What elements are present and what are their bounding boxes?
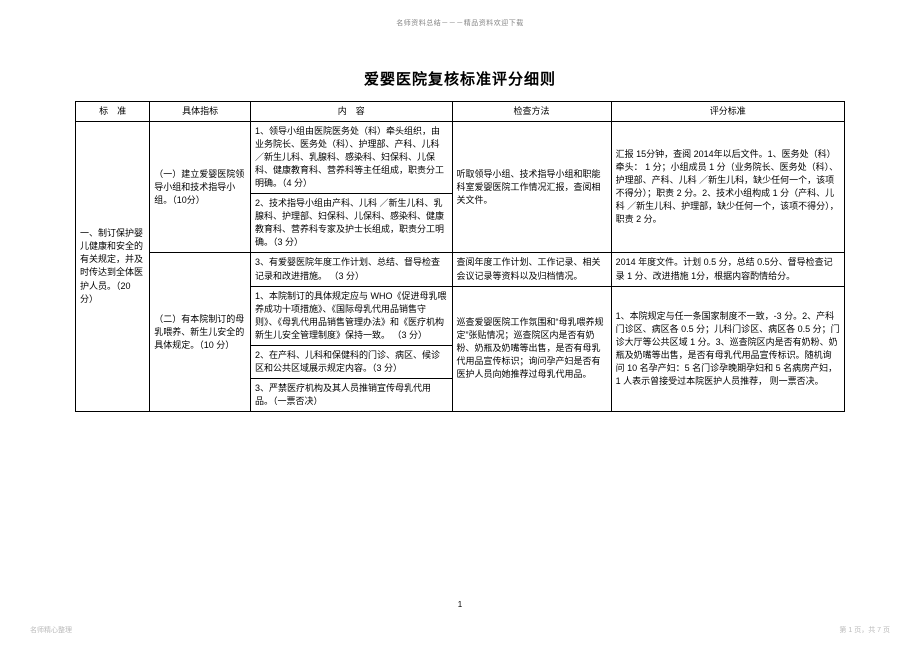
th-indicator: 具体指标 xyxy=(150,102,251,122)
cell-check-1c: 查阅年度工作计划、工作记录、相关会议记录等资料以及归档情况。 xyxy=(452,253,611,286)
page-number: 1 xyxy=(0,600,920,609)
cell-content-2b: 2、在产科、儿科和保健科的门诊、病区、候诊区和公共区域展示规定内容。（3 分） xyxy=(250,345,452,378)
cell-standard: 一、制订保护婴儿健康和安全的有关规定，并及时传达到全体医护人员。（20 分） xyxy=(76,122,150,412)
cell-check-2: 巡查爱婴医院工作氛围和“母乳喂养规定”张贴情况；巡查院区内是否有奶粉、奶瓶及奶嘴… xyxy=(452,286,611,411)
doc-title: 爱婴医院复核标准评分细则 xyxy=(0,68,920,89)
footer-right: 第 1 页，共 7 页 xyxy=(839,625,890,635)
th-score: 评分标准 xyxy=(611,102,844,122)
cell-indicator-2: （二）有本院制订的母乳喂养、新生儿安全的具体规定。（10 分） xyxy=(150,253,251,411)
cell-content-1a: 1、领导小组由医院医务处（科）牵头组织，由业务院长、医务处（科）、护理部、产科、… xyxy=(250,122,452,194)
footer-left: 名师精心整理 xyxy=(30,625,72,635)
table-row: 一、制订保护婴儿健康和安全的有关规定，并及时传达到全体医护人员。（20 分） （… xyxy=(76,122,845,194)
th-content: 内 容 xyxy=(250,102,452,122)
cell-indicator-1: （一）建立爱婴医院领导小组和技术指导小组。（10分） xyxy=(150,122,251,253)
top-header: 名师资料总结－－－精品资料欢迎下载 xyxy=(0,0,920,28)
cell-score-2: 1、本院规定与任一条国家制度不一致，-3 分。2、产科门诊区、病区各 0.5 分… xyxy=(611,286,844,411)
th-check: 检查方法 xyxy=(452,102,611,122)
scoring-table: 标 准 具体指标 内 容 检查方法 评分标准 一、制订保护婴儿健康和安全的有关规… xyxy=(75,101,845,412)
cell-content-2c: 3、严禁医疗机构及其人员推销宣传母乳代用品。（一票否决） xyxy=(250,378,452,411)
cell-score-1: 汇报 15分钟，查阅 2014年以后文件。1、医务处（科）牵头： 1 分；小组成… xyxy=(611,122,844,253)
table-row: （二）有本院制订的母乳喂养、新生儿安全的具体规定。（10 分） 3、有爱婴医院年… xyxy=(76,253,845,286)
table-header-row: 标 准 具体指标 内 容 检查方法 评分标准 xyxy=(76,102,845,122)
th-standard: 标 准 xyxy=(76,102,150,122)
cell-check-1: 听取领导小组、技术指导小组和职能科室爱婴医院工作情况汇报，查阅相关文件。 xyxy=(452,122,611,253)
cell-content-1c: 3、有爱婴医院年度工作计划、总结、督导检查记录和改进措施。 （3 分） xyxy=(250,253,452,286)
cell-content-2a: 1、本院制订的具体规定应与 WHO《促进母乳喂养成功十项措施》、《国际母乳代用品… xyxy=(250,286,452,345)
cell-score-1c: 2014 年度文件。计划 0.5 分，总结 0.5分、督导检查记录 1 分、改进… xyxy=(611,253,844,286)
cell-content-1b: 2、技术指导小组由产科、儿科 ／新生儿科、乳腺科、护理部、妇保科、儿保科、感染科… xyxy=(250,194,452,253)
